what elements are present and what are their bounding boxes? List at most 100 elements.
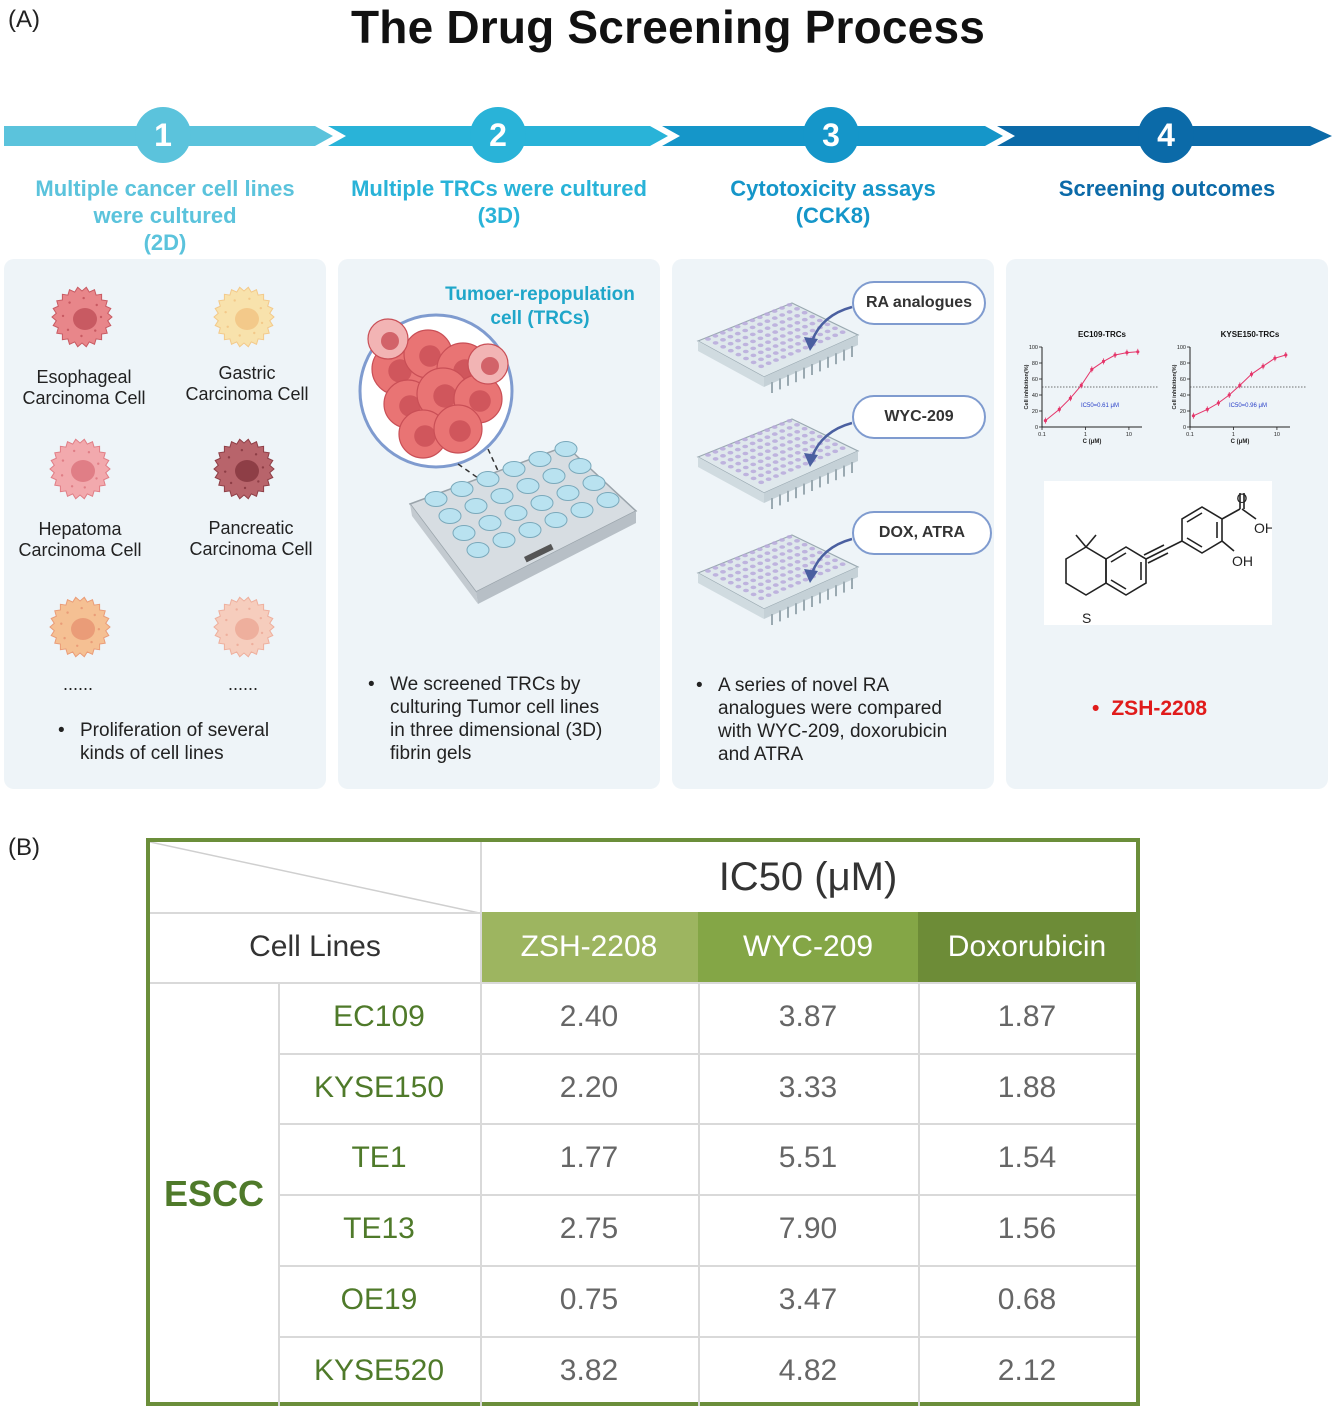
x-tick-label: 1 — [1084, 432, 1087, 438]
card-outcomes: EC109-TRCs 0 20 40 60 80 100 0.1 1 10 C (μM) Cell i… — [1006, 259, 1328, 789]
ic50-value: 1.56 — [997, 1212, 1057, 1246]
y-tick-label: 60 — [1180, 377, 1186, 383]
arrow-to-plate-1-icon — [804, 305, 853, 351]
page-title: The Drug Screening Process — [350, 1, 986, 53]
ic50-value: 0.75 — [559, 1282, 619, 1316]
y-tick-label: 40 — [1032, 393, 1038, 399]
well — [518, 522, 542, 538]
pill-wyc-209: WYC-209 — [852, 395, 986, 439]
column-header-wyc-209: WYC-209 — [698, 912, 918, 982]
card3-bullet: • A series of novel RA analogues were comp… — [696, 675, 948, 765]
ic50-value: 1.54 — [997, 1141, 1057, 1175]
step-3-title-line-2: (CCK8) — [795, 203, 871, 228]
cancer-cell-4-icon — [213, 438, 275, 500]
chem-o: O — [1237, 490, 1248, 506]
data-point — [1227, 393, 1231, 397]
y-tick-label: 100 — [1177, 345, 1186, 351]
y-tick-label: 80 — [1180, 361, 1186, 367]
y-tick-label: 100 — [1029, 345, 1038, 351]
dose-response-chart-1: EC109-TRCs 0 20 40 60 80 100 0.1 1 10 C (μM) Cell i… — [1024, 330, 1158, 445]
data-point — [1216, 401, 1220, 405]
data-point — [1249, 372, 1254, 376]
cell-label-6-line-1: ...... — [227, 674, 258, 694]
chem-s: S — [1082, 610, 1091, 625]
card3-bullet-line-2: analogues were compared — [718, 698, 942, 719]
cancer-cell-5-icon — [49, 596, 111, 658]
zsh-2208-structure: O OH OH S — [1044, 481, 1272, 625]
process-arrow-ribbon — [4, 126, 1332, 146]
card-cell-lines: Esophageal Carcinoma Cell Gastric Carcinom… — [4, 259, 326, 789]
cancer-cell-3-icon — [49, 438, 111, 500]
result-compound: • ZSH-2208 — [1092, 697, 1208, 720]
well — [554, 441, 578, 457]
table-corner-diagonal — [150, 842, 484, 914]
x-tick-label: 10 — [1126, 432, 1132, 438]
arrow-to-plate-2-icon — [804, 421, 853, 467]
card1-bullet: • Proliferation of several kinds of cell l… — [58, 720, 270, 764]
data-point — [1101, 359, 1106, 363]
ic50-value: 1.88 — [997, 1070, 1057, 1104]
column-header-zsh-2208: ZSH-2208 — [480, 912, 698, 982]
well — [424, 491, 448, 507]
data-point — [1125, 351, 1129, 355]
step-4-number: 4 — [1138, 107, 1194, 163]
cell-label-gastric: Gastric Carcinoma Cell — [167, 363, 327, 405]
plate-96-3 — [696, 534, 860, 625]
row-name: TE13 — [343, 1212, 415, 1246]
step-1-number: 1 — [135, 107, 191, 163]
ic50-value: 3.33 — [778, 1070, 838, 1104]
ic50-value: 7.90 — [778, 1212, 838, 1246]
ic50-value: 1.87 — [997, 1000, 1057, 1033]
well — [556, 485, 580, 501]
cell-label-esophageal: Esophageal Carcinoma Cell — [4, 367, 164, 409]
cancer-cell-6-icon — [213, 596, 275, 658]
well — [528, 451, 552, 467]
data-point — [1238, 383, 1242, 387]
card2-bullet-line-2: culturing Tumor cell lines — [390, 697, 600, 718]
table-title: IC50 (μM) — [718, 854, 898, 899]
cell-label-2-line-1: Gastric — [218, 363, 276, 383]
ic50-value: 0.68 — [997, 1282, 1057, 1316]
ic50-label: IC50=0.96 μM — [1229, 403, 1267, 409]
step-3-title-line-1: Cytotoxicity assays — [730, 176, 936, 201]
step-3-number: 3 — [803, 107, 859, 163]
cancer-cell-2-icon — [213, 286, 275, 348]
chart-title: EC109-TRCs — [1078, 330, 1127, 339]
well — [530, 495, 554, 511]
data-point — [1284, 353, 1288, 357]
cell-label-4-line-1: Pancreatic — [208, 518, 294, 538]
card2-bullet-line-4: fibrin gels — [390, 743, 472, 764]
panel-b-label: (B) — [8, 834, 40, 861]
data-point — [1205, 407, 1209, 411]
y-tick-label: 40 — [1180, 393, 1186, 399]
well — [570, 502, 594, 518]
step-2-number: 2 — [470, 107, 526, 163]
card3-bullet-line-1: A series of novel RA — [718, 675, 890, 696]
step-2-title-line-1: Multiple TRCs were cultured — [351, 176, 647, 201]
well — [502, 461, 526, 477]
y-tick-label: 20 — [1032, 409, 1038, 415]
ic50-label: IC50=0.61 μM — [1081, 403, 1119, 409]
ic50-value: 1.77 — [559, 1141, 619, 1175]
cell-label-more-1: ...... — [0, 674, 158, 695]
cell-label-more-2: ...... — [163, 674, 323, 695]
ic50-value: 3.87 — [778, 1000, 838, 1033]
card2-bullet-line-1: We screened TRCs by — [390, 674, 581, 695]
well — [450, 481, 474, 497]
chem-oh-2: OH — [1232, 553, 1253, 569]
x-tick-label: 10 — [1274, 432, 1280, 438]
arrow-to-plate-3-icon — [804, 537, 853, 583]
x-axis-label: C (μM) — [1231, 439, 1250, 445]
step-3-title: Cytotoxicity assays (CCK8) — [672, 175, 994, 229]
well — [478, 515, 502, 531]
pill-ra-analogues: RA analogues — [852, 281, 986, 325]
step-1-title-line-3: (2D) — [143, 230, 187, 255]
cell-label-3-line-1: Hepatoma — [38, 519, 122, 539]
card1-bullet-line-1: Proliferation of several — [80, 720, 270, 741]
trc-plate-illustration — [358, 313, 638, 604]
x-tick-label: 0.1 — [1186, 432, 1194, 438]
data-point — [1057, 407, 1061, 411]
well — [516, 478, 540, 494]
step-1-title-line-1: Multiple cancer cell lines — [35, 176, 295, 201]
